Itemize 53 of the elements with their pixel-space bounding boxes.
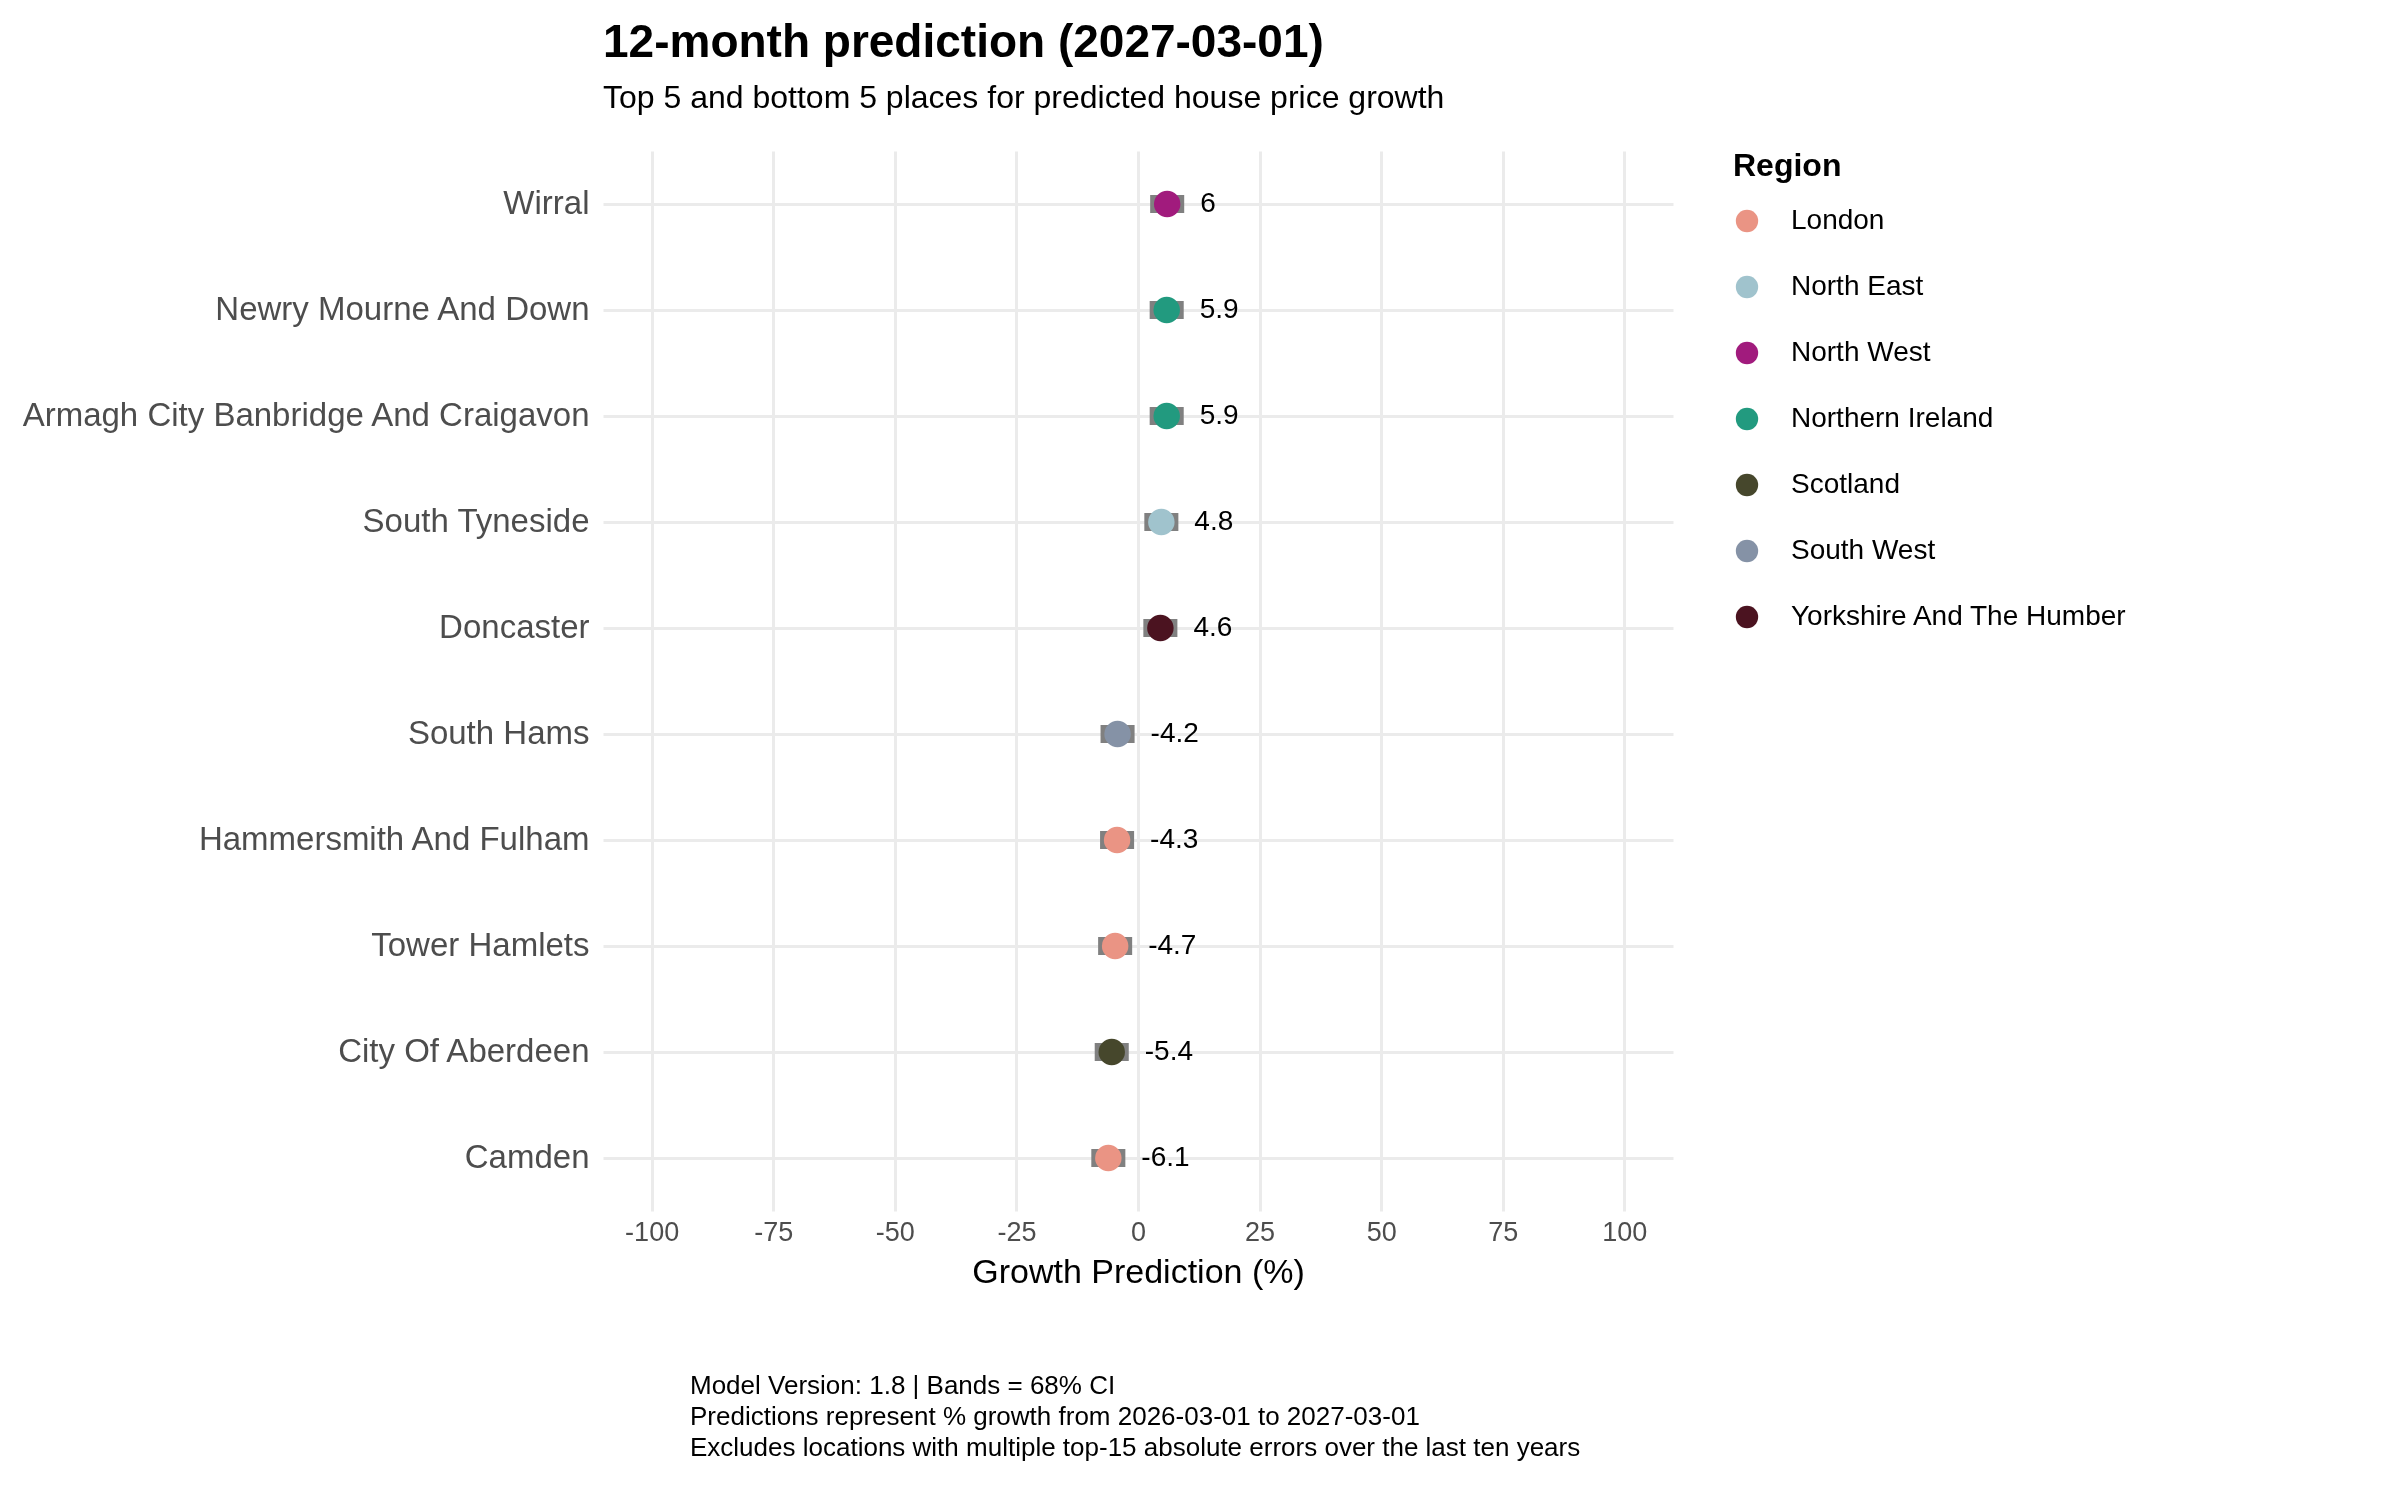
- data-label: -4.7: [1148, 929, 1197, 960]
- x-tick-label: 0: [1130, 1216, 1147, 1247]
- point: [1103, 826, 1131, 854]
- text: Excludes locations with multiple top-15 absolute errors over the last ten years: [690, 1432, 1581, 1463]
- y-tick-label: Newry Mourne And Down: [215, 290, 590, 327]
- text: Model Version: 1.8 | Bands = 68% CI: [690, 1370, 1117, 1401]
- data-label: 5.9: [1199, 399, 1239, 430]
- data-label: 6: [1200, 187, 1216, 218]
- x-tick-label: 75: [1488, 1216, 1519, 1247]
- point: [1148, 508, 1175, 536]
- data-label: -5.4: [1144, 1035, 1194, 1066]
- x-tick-label: 100: [1602, 1216, 1648, 1247]
- legend-title: Region: [1733, 147, 1842, 183]
- x-tick-label: -75: [754, 1216, 794, 1247]
- point: [1098, 1038, 1125, 1066]
- legend-label: North West: [1791, 336, 1931, 367]
- x-axis-title: Growth Prediction (%): [972, 1251, 1305, 1290]
- y-tick-label: South Hams: [407, 714, 590, 751]
- y-tick-label: Hammersmith And Fulham: [198, 820, 590, 857]
- point: [1147, 614, 1174, 642]
- data-label: 4.6: [1193, 611, 1233, 642]
- legend-label: Scotland: [1791, 468, 1900, 499]
- chart-subtitle: Top 5 and bottom 5 places for predicted house price growth: [603, 79, 1445, 115]
- point: [1153, 296, 1180, 324]
- point: [1101, 932, 1129, 960]
- x-tick-label: -25: [997, 1216, 1037, 1247]
- y-tick-label: Tower Hamlets: [371, 926, 590, 963]
- x-tick-label: 25: [1245, 1216, 1276, 1247]
- legend-label: North East: [1791, 270, 1924, 301]
- y-tick-label: Armagh City Banbridge And Craigavon: [22, 396, 590, 433]
- y-tick-label: City Of Aberdeen: [338, 1032, 590, 1069]
- x-tick-label: 50: [1366, 1216, 1397, 1247]
- y-tick-label: Wirral: [503, 184, 590, 221]
- chart-title: 12-month prediction (2027-03-01): [603, 15, 1324, 67]
- point: [1153, 190, 1181, 218]
- legend-label: London: [1791, 204, 1885, 235]
- legend-label: Yorkshire And The Humber: [1791, 600, 2126, 631]
- data-label: 5.9: [1199, 293, 1239, 324]
- y-tick-label: Camden: [464, 1138, 590, 1175]
- point: [1153, 402, 1180, 430]
- x-tick-label: -50: [875, 1216, 915, 1247]
- data-label: -4.2: [1150, 717, 1199, 748]
- legend-label: Northern Ireland: [1791, 402, 1994, 433]
- data-label: 4.8: [1194, 505, 1234, 536]
- data-label: -6.1: [1141, 1141, 1190, 1172]
- point: [1104, 720, 1131, 748]
- y-tick-label: Doncaster: [439, 608, 590, 645]
- x-tick-label: -100: [625, 1216, 680, 1247]
- legend-label: South West: [1791, 534, 1936, 565]
- data-label: -4.3: [1150, 823, 1199, 854]
- text: Predictions represent % growth from 2026-03-01 to 2027-03-01: [690, 1401, 1421, 1432]
- y-tick-label: South Tyneside: [362, 502, 590, 539]
- point: [1095, 1144, 1122, 1172]
